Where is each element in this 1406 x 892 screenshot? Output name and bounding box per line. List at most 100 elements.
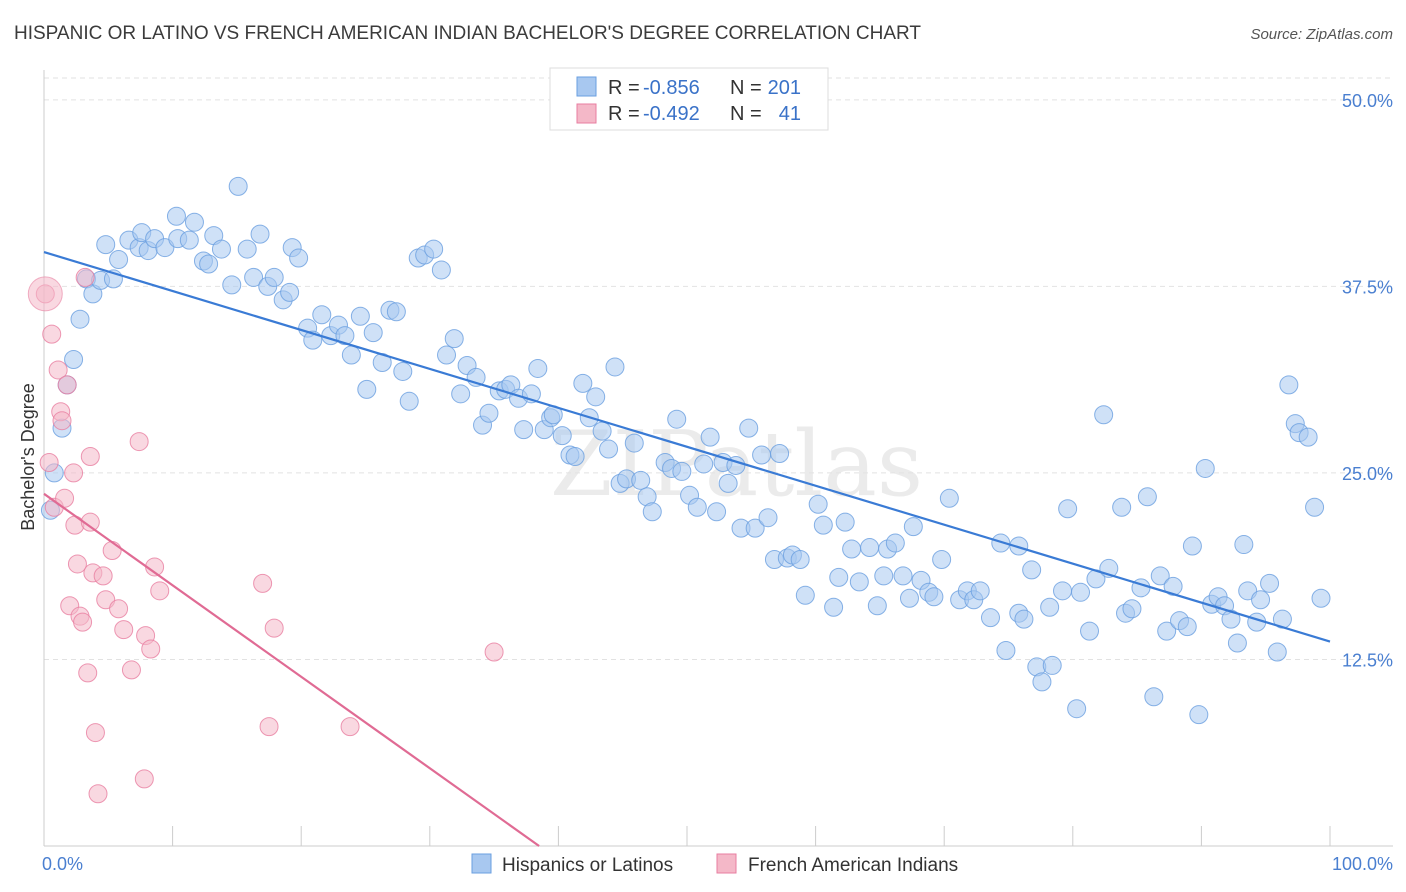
point-hispanic — [842, 539, 862, 559]
point-hispanic — [758, 508, 778, 528]
point-french-american-indian-large — [27, 276, 63, 312]
point-hispanic — [1157, 621, 1177, 641]
stats-n-label-1: N = — [730, 103, 762, 125]
point-hispanic — [893, 566, 913, 586]
point-hispanic — [1311, 588, 1331, 608]
point-hispanic — [237, 239, 257, 259]
point-hispanic — [1267, 642, 1287, 662]
point-french-american-indian — [80, 447, 100, 467]
point-hispanic — [1260, 573, 1280, 593]
point-french-american-indian — [80, 512, 100, 532]
y-tick-label: 12.5% — [1342, 650, 1393, 670]
trend-lines — [43, 251, 1331, 847]
point-french-american-indian — [75, 267, 95, 287]
legend-swatch-hispanics — [471, 853, 492, 874]
point-hispanic — [179, 230, 199, 250]
x-tick-label: 0.0% — [42, 854, 83, 874]
legend-swatch-french-american-indians — [716, 853, 737, 874]
point-french-american-indian — [340, 717, 360, 737]
point-hispanic — [166, 206, 186, 226]
stats-n-value-1: 41 — [779, 103, 801, 125]
point-hispanic — [687, 497, 707, 517]
point-hispanic — [1032, 672, 1052, 692]
point-hispanic — [874, 566, 894, 586]
stats-r-label-0: R = — [608, 77, 640, 99]
point-french-american-indian — [259, 717, 279, 737]
point-french-american-indian — [114, 620, 134, 640]
point-hispanic — [1058, 499, 1078, 519]
point-hispanic — [903, 517, 923, 537]
point-french-american-indian — [39, 452, 59, 472]
legend-label-hispanics: Hispanics or Latinos — [502, 855, 673, 876]
point-french-american-indian — [141, 639, 161, 659]
point-hispanic — [1163, 576, 1183, 596]
point-hispanic — [1177, 617, 1197, 637]
point-hispanic — [939, 488, 959, 508]
point-hispanic — [363, 323, 383, 343]
point-hispanic — [335, 326, 355, 346]
legend-label-french-american-indians: French American Indians — [748, 855, 958, 876]
point-hispanic — [1014, 609, 1034, 629]
point-hispanic — [667, 409, 687, 429]
point-hispanic — [184, 212, 204, 232]
point-hispanic — [1053, 581, 1073, 601]
point-hispanic — [211, 239, 231, 259]
stats-r-label-1: R = — [608, 103, 640, 125]
point-french-american-indian — [88, 784, 108, 804]
point-hispanic — [1122, 599, 1142, 619]
point-hispanic — [599, 439, 619, 459]
point-hispanic — [1022, 560, 1042, 580]
point-hispanic — [1298, 427, 1318, 447]
point-hispanic — [64, 350, 84, 370]
point-hispanic — [795, 585, 815, 605]
x-tick-label: 100.0% — [1332, 854, 1393, 874]
point-hispanic — [1071, 582, 1091, 602]
point-hispanic — [250, 224, 270, 244]
point-hispanic — [1195, 458, 1215, 478]
point-hispanic — [444, 329, 464, 349]
stats-legend: R = -0.856 N = 201 R = -0.492 N = 41 — [549, 67, 829, 131]
chart-title: HISPANIC OR LATINO VS FRENCH AMERICAN IN… — [14, 23, 921, 44]
point-hispanic — [528, 358, 548, 378]
trend-line-french-american-indians — [43, 492, 540, 847]
point-french-american-indian — [64, 463, 84, 483]
series-legend: Hispanics or Latinos French American Ind… — [471, 853, 958, 876]
point-hispanic — [437, 345, 457, 365]
point-hispanic — [1221, 609, 1241, 629]
point-hispanic — [932, 549, 952, 569]
point-hispanic — [565, 447, 585, 467]
point-hispanic — [1112, 497, 1132, 517]
point-hispanic — [996, 641, 1016, 661]
point-hispanic — [431, 260, 451, 280]
point-hispanic — [672, 461, 692, 481]
point-hispanic — [707, 502, 727, 522]
point-hispanic — [829, 567, 849, 587]
point-hispanic — [1040, 597, 1060, 617]
point-hispanic — [386, 302, 406, 322]
point-hispanic — [264, 267, 284, 287]
point-hispanic — [631, 470, 651, 490]
chart-source: Source: ZipAtlas.com — [1250, 26, 1393, 43]
point-hispanic — [289, 248, 309, 268]
point-hispanic — [399, 391, 419, 411]
point-hispanic — [739, 418, 759, 438]
point-hispanic — [980, 608, 1000, 628]
point-french-american-indian — [129, 432, 149, 452]
point-hispanic — [70, 309, 90, 329]
y-tick-label: 37.5% — [1342, 277, 1393, 297]
point-hispanic — [924, 587, 944, 607]
stats-n-label-0: N = — [730, 77, 762, 99]
point-hispanic — [700, 427, 720, 447]
point-hispanic — [514, 420, 534, 440]
point-hispanic — [228, 176, 248, 196]
point-hispanic — [341, 345, 361, 365]
point-hispanic — [586, 387, 606, 407]
y-tick-label: 50.0% — [1342, 91, 1393, 111]
point-hispanic — [1144, 687, 1164, 707]
point-french-american-indian — [65, 515, 85, 535]
point-hispanic — [813, 515, 833, 535]
point-hispanic — [1251, 590, 1271, 610]
point-hispanic — [280, 282, 300, 302]
point-french-american-indian — [42, 324, 62, 344]
